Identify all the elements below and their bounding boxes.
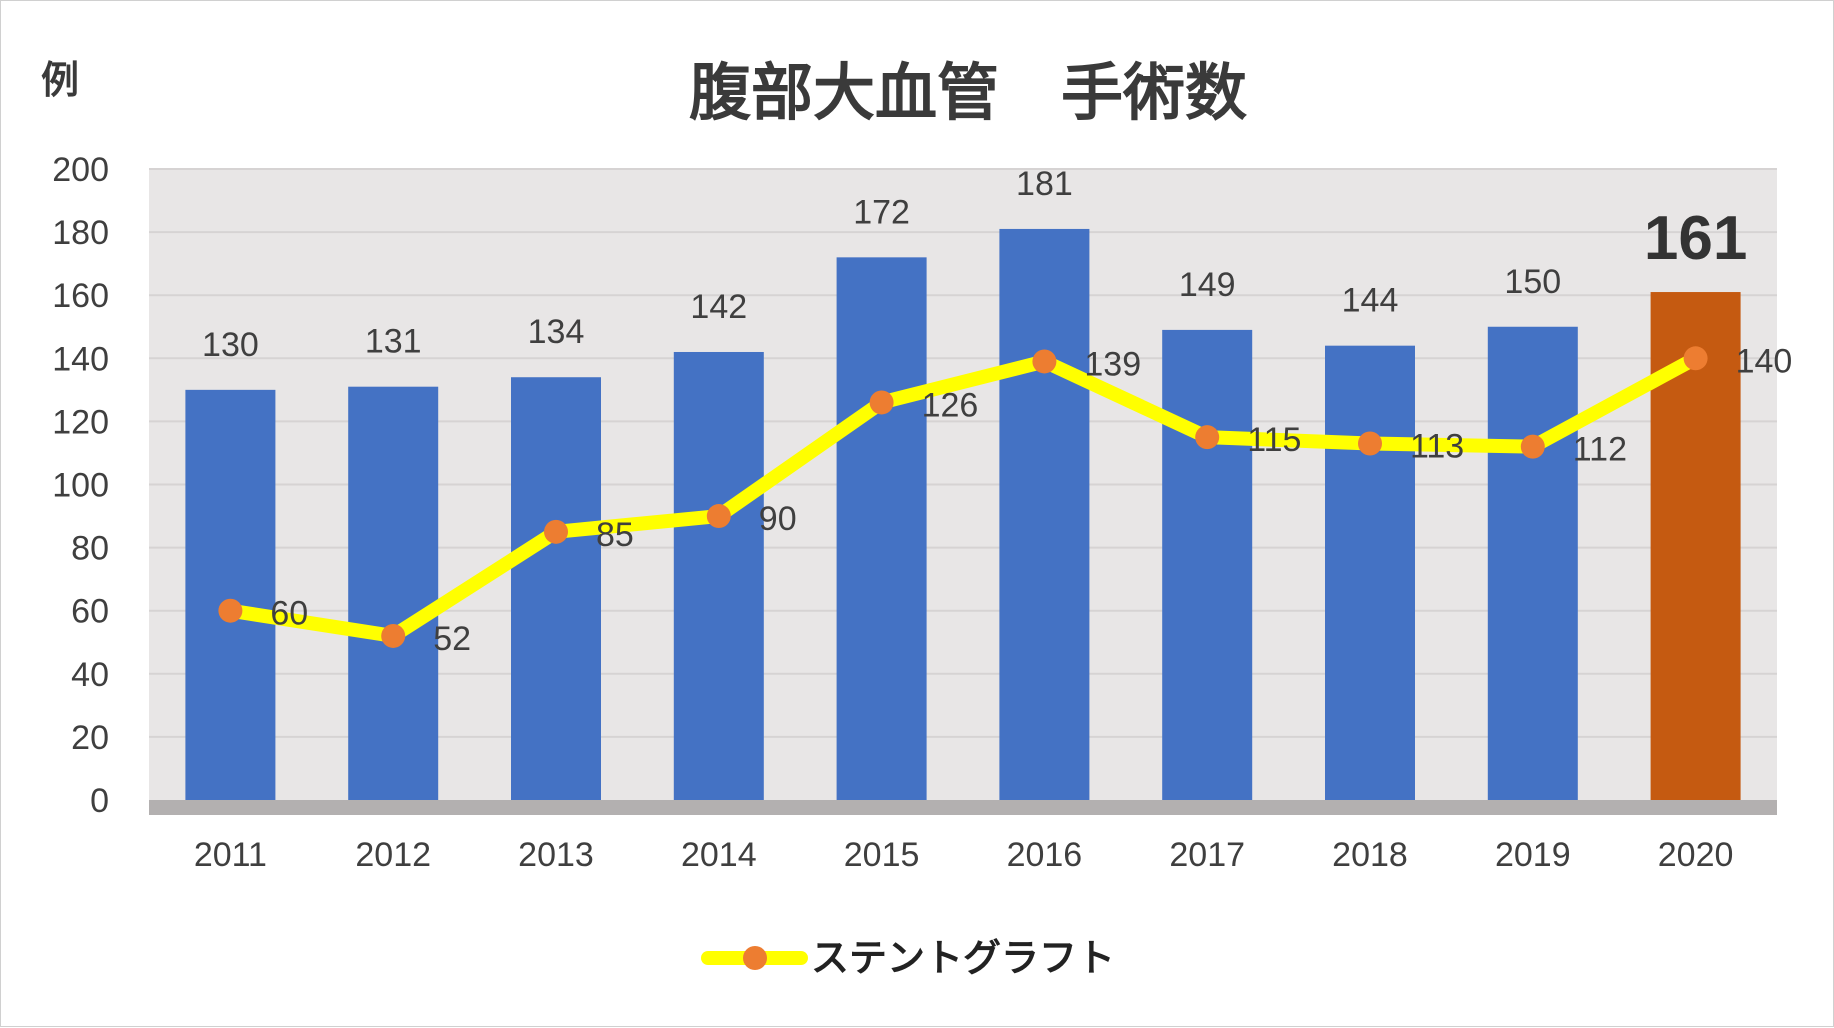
line-value-label: 85 (596, 516, 634, 554)
bar (185, 389, 276, 800)
line-marker (1032, 349, 1057, 374)
line-value-label: 139 (1084, 345, 1141, 383)
line-marker (869, 390, 894, 415)
line-value-label: 115 (1247, 421, 1301, 459)
bar (836, 257, 927, 801)
line-path (223, 351, 1703, 643)
line-marker (1520, 434, 1545, 459)
bar-value-label: 172 (853, 193, 910, 231)
bar-series (185, 228, 1741, 801)
y-tick-label: 0 (90, 782, 109, 820)
y-tick-label: 60 (71, 593, 109, 631)
line-marker (1195, 425, 1220, 450)
line-marker (218, 598, 243, 623)
x-tick-label: 2014 (681, 836, 757, 874)
y-tick-label: 200 (52, 151, 109, 189)
bar-value-label: 144 (1342, 282, 1399, 320)
bar (673, 351, 764, 800)
x-tick-label: 2019 (1495, 836, 1571, 874)
x-tick-label: 2018 (1332, 836, 1408, 874)
legend: ステントグラフト (701, 936, 1115, 980)
y-tick-label: 180 (52, 214, 109, 252)
bar (999, 228, 1090, 800)
y-tick-label: 100 (52, 467, 109, 505)
data-labels: 130 131 134 142 172 181 149 144 150 161 60 52 85 90 12… (202, 165, 1792, 658)
chart-title: 腹部大血管 手術数 (689, 56, 1247, 129)
bar-value-label: 131 (365, 323, 422, 361)
line-value-label: 126 (922, 386, 979, 424)
bar (1487, 326, 1578, 800)
bar (1325, 345, 1415, 800)
y-tick-label: 80 (71, 530, 109, 568)
legend-marker-swatch (743, 946, 767, 970)
x-tick-label: 2020 (1658, 836, 1734, 874)
line-marker (381, 623, 406, 648)
x-tick-label: 2012 (355, 836, 431, 874)
line-series (218, 346, 1708, 648)
line-value-label: 140 (1736, 342, 1793, 380)
line-value-label: 113 (1410, 427, 1464, 465)
line-value-label: 90 (759, 500, 797, 538)
y-tick-label: 160 (52, 277, 109, 315)
line-marker (544, 519, 568, 544)
y-tick-label: 20 (71, 719, 109, 757)
x-axis-band (149, 800, 1777, 815)
bar-value-label: 149 (1179, 266, 1236, 304)
line-marker (1683, 346, 1708, 371)
bar-value-label: 150 (1504, 263, 1561, 301)
line-marker (706, 504, 731, 529)
bar-value-label: 130 (202, 326, 259, 364)
bar-value-label: 134 (528, 313, 585, 351)
line-value-label: 52 (433, 620, 471, 658)
line-value-label: 60 (270, 595, 308, 633)
bar (1162, 329, 1253, 800)
x-tick-label: 2013 (518, 836, 594, 874)
x-tick-label: 2015 (844, 836, 920, 874)
bar-value-label: 181 (1016, 165, 1073, 203)
y-tick-label: 140 (52, 340, 109, 378)
x-tick-label: 2011 (194, 836, 267, 874)
legend-label: ステントグラフト (811, 936, 1115, 980)
line-marker (1358, 431, 1382, 456)
y-tick-label: 40 (71, 656, 109, 694)
axis-ticks: 0 20 40 60 80 100 120 140 160 180 200 2011 2012 2013 2… (52, 151, 1733, 874)
bar-value-label: 142 (690, 288, 747, 326)
x-tick-label: 2017 (1169, 836, 1245, 874)
x-tick-label: 2016 (1007, 836, 1083, 874)
bar (511, 377, 601, 800)
y-axis-unit: 例 (41, 58, 79, 102)
bar (348, 386, 439, 800)
line-value-label: 112 (1573, 431, 1627, 469)
y-tick-label: 120 (52, 403, 109, 441)
bar-value-label-highlight: 161 (1644, 204, 1747, 273)
